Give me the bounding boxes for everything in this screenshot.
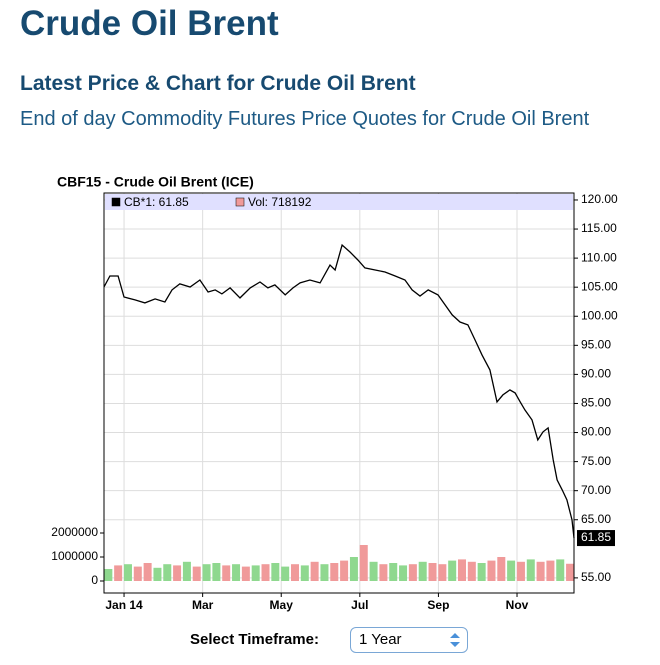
y-tick-label: 110.00: [581, 250, 617, 264]
x-tick-label: Jan 14: [105, 598, 143, 612]
volume-bar: [143, 563, 152, 581]
volume-bar: [349, 557, 358, 581]
volume-bar: [536, 561, 545, 581]
volume-bar: [320, 564, 329, 581]
volume-bar: [497, 557, 506, 581]
volume-bar: [546, 560, 555, 581]
volume-bar: [123, 564, 132, 581]
plot-area: [104, 193, 574, 593]
y-tick-label: 95.00: [581, 337, 611, 351]
volume-bar: [379, 564, 388, 581]
y-tick-label: 90.00: [581, 367, 611, 381]
volume-bar: [438, 564, 447, 581]
plot-border: [103, 192, 575, 594]
y-tick-label: 105.00: [581, 279, 618, 293]
x-tick-label: May: [270, 598, 294, 612]
legend-label: Vol: 718192: [248, 195, 312, 209]
page-title: Crude Oil Brent: [20, 4, 279, 43]
timeframe-value: 1 Year: [359, 631, 402, 648]
last-price-label: 61.85: [581, 530, 611, 544]
y-tick-label: 70.00: [581, 483, 611, 497]
y2-tick-label: 0: [91, 573, 98, 587]
volume-bar: [271, 563, 280, 581]
volume-bar: [389, 563, 398, 581]
volume-bar: [369, 561, 378, 581]
y-tick-label: 65.00: [581, 512, 611, 526]
y-tick-label: 100.00: [581, 308, 618, 322]
x-tick-label: Sep: [427, 598, 449, 612]
volume-bar: [310, 561, 319, 581]
volume-bar: [290, 564, 299, 581]
volume-bar: [467, 561, 476, 581]
y-tick-label: 85.00: [581, 396, 611, 410]
volume-bar: [241, 566, 250, 581]
last-price-box: [577, 530, 615, 547]
volume-bar: [477, 563, 486, 581]
volume-bar: [261, 564, 270, 581]
volume-bar: [153, 567, 162, 581]
chart: CBF15 - Crude Oil Brent (ICE) Jan 14 Mar M…: [51, 174, 618, 612]
x-tick-label: Nov: [506, 598, 529, 612]
volume-bar: [114, 565, 123, 581]
y-tick-label: 115.00: [581, 221, 617, 235]
price-line: [103, 243, 575, 539]
y-tick-label: 80.00: [581, 425, 611, 439]
volume-bar: [330, 563, 339, 581]
legend-band: [105, 194, 573, 210]
volume-bar: [192, 566, 201, 581]
select-arrows: [450, 633, 460, 647]
volume-bar: [163, 564, 172, 581]
timeframe-select[interactable]: 1 Year: [350, 627, 468, 653]
volume-bar: [507, 560, 516, 581]
volume-bar: [516, 561, 525, 581]
y-tick-label: 75.00: [581, 454, 611, 468]
timeframe-label: Select Timeframe:: [190, 631, 319, 648]
volume-bar: [399, 565, 408, 581]
x-tick-label: Mar: [192, 598, 214, 612]
y-tick-label: 120.00: [581, 192, 618, 206]
volume-bar: [133, 566, 142, 581]
volume-bar: [104, 569, 113, 581]
volume-bar: [458, 559, 467, 581]
volume-bar: [281, 566, 290, 581]
y-tick-label: 55.00: [581, 570, 611, 584]
volume-bar: [300, 565, 309, 581]
volume-bar: [487, 560, 496, 581]
chart-title: CBF15 - Crude Oil Brent (ICE): [57, 174, 254, 190]
page-description: End of day Commodity Futures Price Quote…: [20, 108, 590, 130]
volume-bar: [428, 563, 437, 581]
volume-bar: [556, 559, 565, 581]
x-tick-label: Jul: [351, 598, 368, 612]
y2-tick-label: 2000000: [51, 525, 98, 539]
volume-bar: [566, 563, 575, 581]
legend-swatch: [235, 197, 245, 207]
volume-bar: [222, 565, 231, 581]
volume-bar: [526, 559, 535, 581]
volume-bar: [359, 545, 368, 581]
volume-bar: [202, 564, 211, 581]
legend-label: CB*1: 61.85: [124, 195, 189, 209]
volume-bar: [408, 564, 417, 581]
volume-bar: [232, 564, 241, 581]
volume-bar: [251, 565, 260, 581]
y2-tick-label: 1000000: [51, 549, 98, 563]
volume-bar: [182, 561, 191, 581]
volume-bar: [212, 563, 221, 581]
page-subtitle: Latest Price & Chart for Crude Oil Brent: [20, 72, 416, 95]
volume-bar: [448, 560, 457, 581]
volume-bar: [418, 561, 427, 581]
legend-swatch: [111, 197, 121, 207]
volume-bar: [340, 560, 349, 581]
volume-bar: [173, 565, 182, 581]
